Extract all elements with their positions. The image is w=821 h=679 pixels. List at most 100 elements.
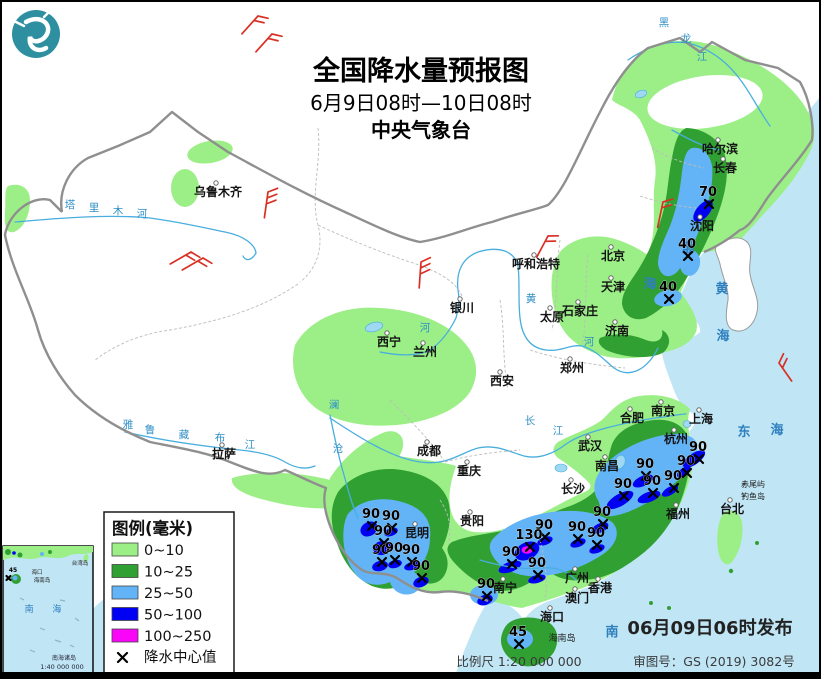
city-dot bbox=[547, 305, 553, 311]
sea-label: 黄 bbox=[715, 281, 728, 297]
precip-center-icon bbox=[597, 518, 609, 530]
city-label: 澳门 bbox=[565, 590, 589, 605]
river-label: 江 bbox=[245, 439, 256, 451]
legend-swatch bbox=[111, 542, 139, 557]
precip-value: 45 bbox=[509, 625, 527, 640]
city-label: 天津 bbox=[601, 279, 625, 294]
precip-value: 90 bbox=[677, 454, 695, 469]
island-label: 赤尾屿 bbox=[741, 480, 765, 489]
rain-cell bbox=[570, 538, 586, 548]
river-label: 沧 bbox=[333, 442, 344, 455]
city-dot bbox=[424, 439, 430, 445]
precip-center-icon bbox=[668, 482, 680, 494]
city-dot bbox=[696, 407, 702, 413]
city-label: 哈尔滨 bbox=[702, 141, 738, 156]
city-dot bbox=[464, 459, 470, 465]
city-dot bbox=[219, 442, 225, 448]
island-dots bbox=[742, 482, 746, 498]
precip-value: 90 bbox=[643, 474, 661, 489]
precip-center-icon bbox=[703, 198, 715, 210]
precip-center-icon bbox=[532, 569, 544, 581]
city-dot bbox=[420, 340, 426, 346]
city-label: 石家庄 bbox=[561, 303, 598, 318]
korea-peninsula bbox=[715, 237, 759, 332]
precip-center-icon bbox=[693, 453, 705, 465]
river-label: 江 bbox=[697, 51, 708, 63]
city-label: 上海 bbox=[689, 411, 713, 426]
precip-center-icon bbox=[406, 556, 418, 568]
wind-barb-icon bbox=[778, 352, 793, 382]
city-label: 西安 bbox=[490, 373, 514, 388]
precip-center-icon bbox=[640, 470, 652, 482]
city-dot bbox=[500, 576, 506, 582]
river-label: 澜 bbox=[329, 398, 340, 411]
river-label: 龙 bbox=[681, 32, 692, 45]
precip-value: 90 bbox=[535, 518, 553, 533]
precip-value: 90 bbox=[614, 477, 632, 492]
rain-cell bbox=[589, 544, 605, 554]
precip-center-icon bbox=[647, 487, 659, 499]
city-label: 太原 bbox=[540, 309, 564, 324]
city-label: 银川 bbox=[450, 300, 474, 315]
river-label: 河 bbox=[420, 322, 431, 334]
cma-logo-icon bbox=[12, 9, 60, 58]
city-dot bbox=[575, 299, 581, 305]
precip-value: 70 bbox=[699, 185, 717, 200]
rain-cell bbox=[682, 450, 706, 468]
river-label: 雅 bbox=[123, 418, 134, 431]
city-label: 台北 bbox=[720, 501, 744, 516]
river-label: 长 bbox=[525, 415, 536, 427]
wind-barb-icon bbox=[418, 256, 432, 289]
rain-cell bbox=[404, 561, 420, 571]
precip-value: 90 bbox=[664, 469, 682, 484]
city-dot bbox=[608, 244, 614, 250]
precip-value: 90 bbox=[372, 543, 390, 558]
sea-label: 海 bbox=[770, 422, 783, 438]
wind-barb-icons bbox=[169, 15, 793, 382]
precip-center-icon bbox=[481, 590, 493, 602]
city-label: 乌鲁木齐 bbox=[194, 184, 243, 199]
inset-center-marker-icon bbox=[5, 574, 12, 582]
rain-cell bbox=[537, 536, 553, 546]
legend: 图例(毫米) 0~10 10~25 25~50 50~100 100~250 降水中心值 bbox=[103, 511, 235, 674]
city-label: 长沙 bbox=[561, 481, 585, 496]
precip-center-icon bbox=[524, 541, 536, 553]
wind-barb-icon bbox=[263, 187, 279, 219]
city-dot bbox=[497, 369, 503, 375]
precip-center-icon bbox=[376, 556, 388, 568]
precip-center-icon bbox=[506, 558, 518, 570]
precip-center-icon bbox=[681, 467, 693, 479]
rain-cell bbox=[677, 466, 691, 478]
river-label: 江 bbox=[553, 425, 564, 437]
precip-value: 90 bbox=[587, 526, 605, 541]
inset-sea-name: 南 海 bbox=[25, 603, 70, 615]
city-label: 呼和浩特 bbox=[512, 256, 560, 271]
precip-center-icon bbox=[682, 250, 694, 262]
inset-islands bbox=[19, 597, 80, 653]
legend-marker-row: 降水中心值 bbox=[116, 649, 217, 666]
city-label: 郑州 bbox=[560, 360, 584, 375]
legend-title: 图例(毫米) bbox=[112, 518, 193, 538]
city-dot bbox=[384, 330, 390, 336]
city-dot bbox=[612, 319, 618, 325]
city-dot bbox=[658, 399, 664, 405]
city-dot bbox=[671, 427, 677, 433]
city-label: 杭州 bbox=[664, 431, 688, 446]
precip-value: 90 bbox=[689, 440, 707, 455]
legend-item-label: 50~100 bbox=[144, 608, 202, 624]
center-marker-icon bbox=[116, 651, 129, 664]
city-label: 海口 bbox=[540, 609, 564, 624]
province-borders bbox=[94, 127, 705, 601]
city-dot bbox=[715, 137, 721, 143]
city-label: 贵阳 bbox=[460, 513, 484, 528]
city-dot bbox=[595, 576, 601, 582]
precip-value: 90 bbox=[382, 509, 400, 524]
precip-value: 90 bbox=[528, 556, 546, 571]
sea-label: 海 bbox=[716, 328, 729, 344]
precip-center-icon bbox=[389, 554, 401, 566]
inset-haikou-label: 海口 bbox=[31, 568, 42, 576]
river-label: 塔 bbox=[65, 198, 76, 211]
wind-barb-icon bbox=[169, 251, 201, 265]
